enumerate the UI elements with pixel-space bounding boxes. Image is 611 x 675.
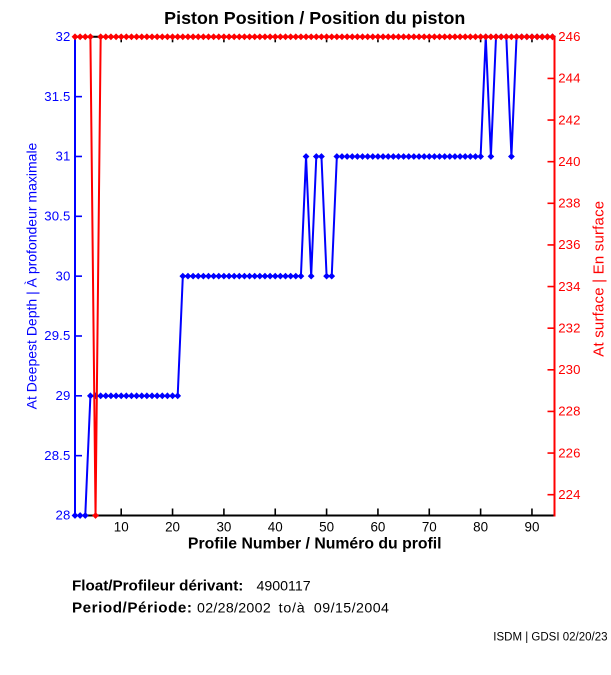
svg-text:40: 40 xyxy=(268,520,283,535)
svg-text:30.5: 30.5 xyxy=(44,209,70,224)
svg-text:32: 32 xyxy=(56,29,71,44)
svg-text:30: 30 xyxy=(216,520,231,535)
svg-text:10: 10 xyxy=(114,520,129,535)
svg-text:Piston Position / Position du: Piston Position / Position du piston xyxy=(164,8,465,28)
svg-text:09/15/2004: 09/15/2004 xyxy=(314,601,390,617)
svg-text:50: 50 xyxy=(319,520,334,535)
svg-text:31: 31 xyxy=(56,149,71,164)
svg-text:02/28/2002: 02/28/2002 xyxy=(197,601,271,617)
svg-text:to/à: to/à xyxy=(279,601,306,617)
svg-text:20: 20 xyxy=(165,520,180,535)
svg-text:28: 28 xyxy=(56,508,71,523)
svg-text:244: 244 xyxy=(558,71,580,86)
svg-text:29: 29 xyxy=(56,388,71,403)
svg-text:246: 246 xyxy=(558,29,580,44)
svg-text:226: 226 xyxy=(558,445,580,460)
svg-text:236: 236 xyxy=(558,237,580,252)
svg-text:224: 224 xyxy=(558,487,580,502)
svg-text:31.5: 31.5 xyxy=(44,89,70,104)
svg-text:234: 234 xyxy=(558,279,580,294)
svg-text:30: 30 xyxy=(56,268,71,283)
svg-text:At Deepest Depth | À profondeu: At Deepest Depth | À profondeur maximale xyxy=(24,142,40,409)
svg-text:At surface | En surface: At surface | En surface xyxy=(591,201,608,357)
svg-text:238: 238 xyxy=(558,196,580,211)
svg-text:230: 230 xyxy=(558,362,580,377)
svg-text:Period/Période:: Period/Période: xyxy=(72,600,193,617)
svg-text:ISDM | GDSI 02/20/23: ISDM | GDSI 02/20/23 xyxy=(493,631,607,643)
svg-text:60: 60 xyxy=(370,520,385,535)
svg-text:90: 90 xyxy=(525,520,540,535)
svg-text:70: 70 xyxy=(422,520,437,535)
svg-text:Profile Number / Numéro du pro: Profile Number / Numéro du profil xyxy=(188,535,442,552)
svg-text:29.5: 29.5 xyxy=(44,328,70,343)
svg-text:4900117: 4900117 xyxy=(257,579,311,595)
svg-text:Float/Profileur dérivant:: Float/Profileur dérivant: xyxy=(72,578,243,595)
svg-text:240: 240 xyxy=(558,154,580,169)
svg-text:228: 228 xyxy=(558,404,580,419)
svg-text:80: 80 xyxy=(473,520,488,535)
svg-text:242: 242 xyxy=(558,112,580,127)
svg-text:232: 232 xyxy=(558,320,580,335)
svg-text:28.5: 28.5 xyxy=(44,448,70,463)
